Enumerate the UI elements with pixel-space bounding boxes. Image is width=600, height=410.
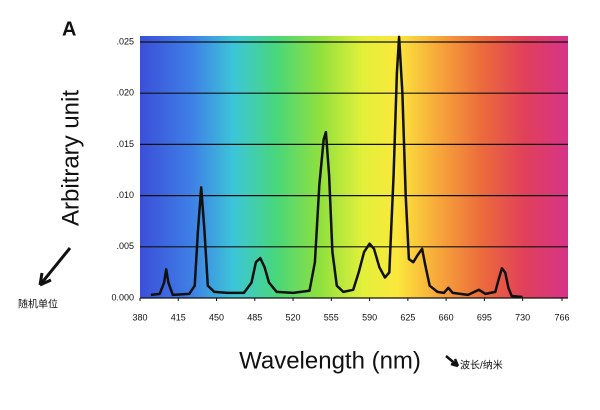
spectrum-line [150,35,523,299]
x-tick-label: 625 [400,312,415,322]
y-axis-label: Arbitrary unit [57,90,84,226]
annotation: 波长/纳米 [460,359,503,372]
annotation-arrow [445,355,460,368]
x-tick-label: 730 [515,312,530,322]
x-tick-label: 415 [171,312,186,322]
x-tick-label: 590 [362,312,377,322]
x-axis-label: Wavelength (nm) [239,347,421,374]
y-tick-label: .025 [116,36,134,46]
x-tick-label: 555 [324,312,339,322]
y-tick-label: .005 [116,241,134,251]
x-tick-label: 520 [286,312,301,322]
x-tick-label: 660 [439,312,454,322]
x-tick-label: 485 [247,312,262,322]
x-tick-label: 695 [477,312,492,322]
spectrum-background [140,36,568,298]
x-tick-label: 450 [209,312,224,322]
y-tick-label: .020 [116,88,134,98]
y-tick-label: .015 [116,139,134,149]
y-tick-label: .010 [116,190,134,200]
y-tick-label: 0.000 [111,292,134,302]
annotation-arrow [38,247,72,287]
annotation: 随机单位 [18,298,58,311]
panel-label: A [62,18,76,40]
x-tick-label: 766 [554,312,569,322]
x-tick-label: 380 [132,312,147,322]
